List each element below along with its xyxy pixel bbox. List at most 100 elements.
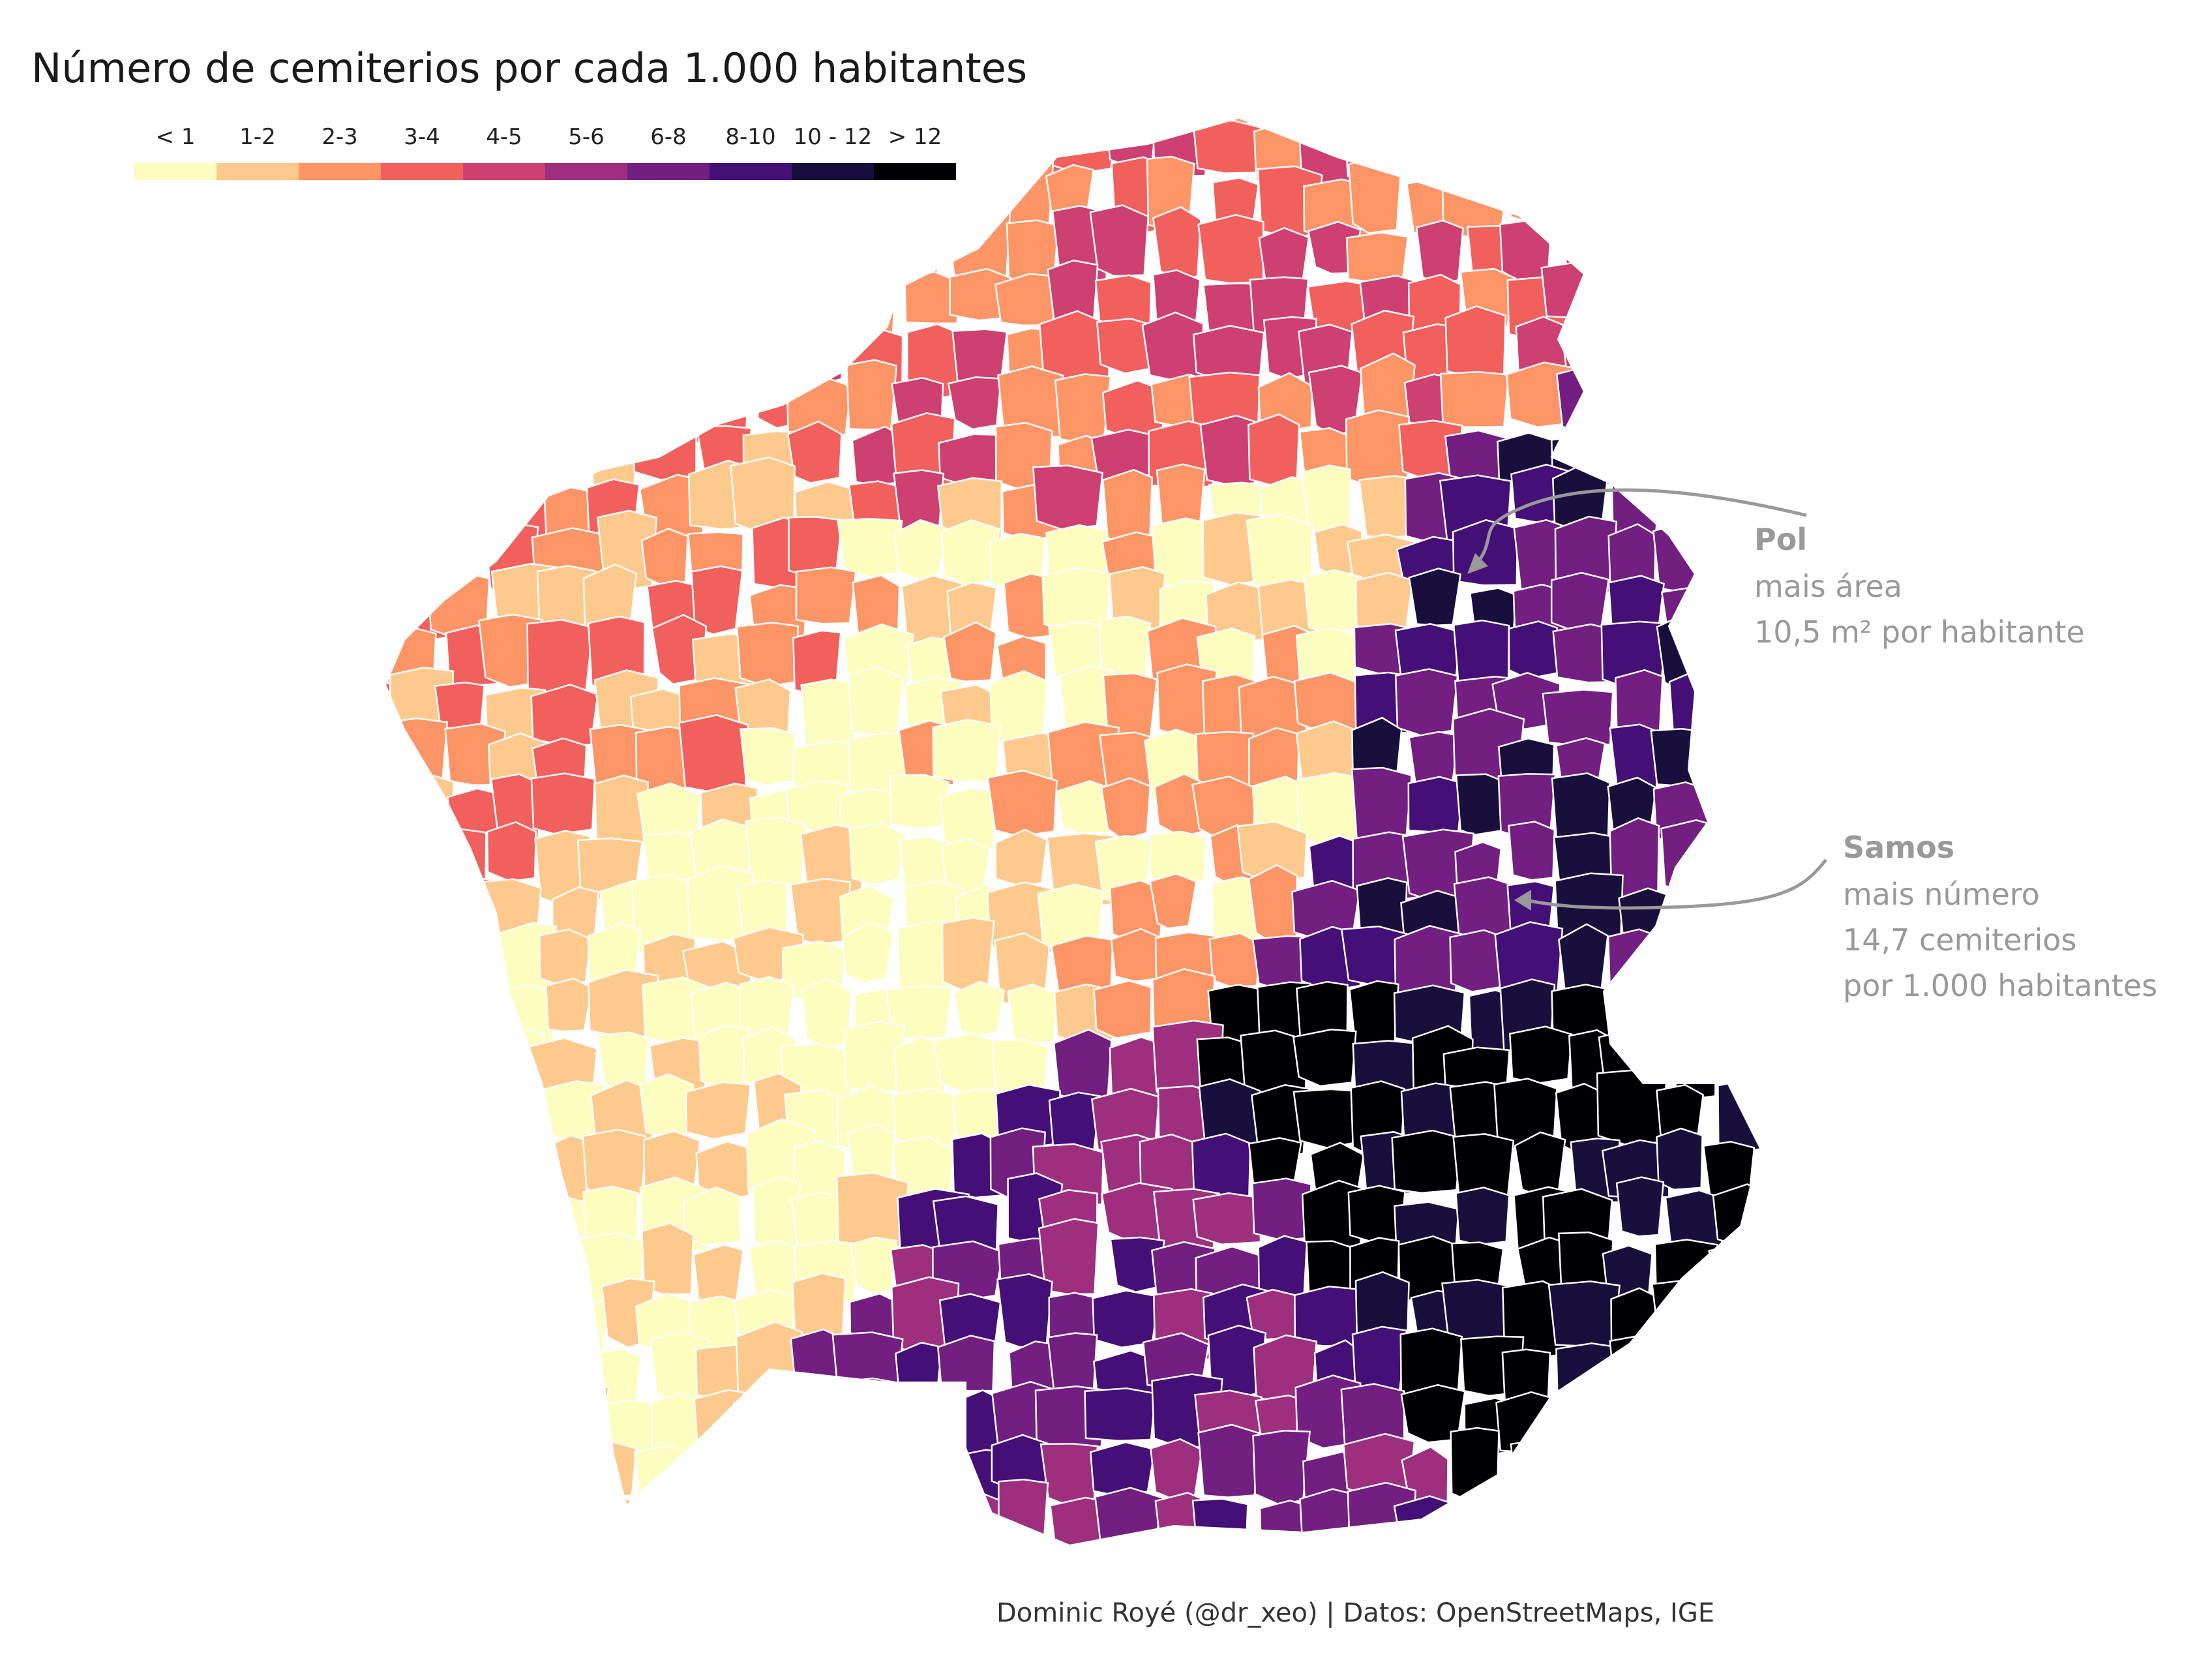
municipality (474, 117, 545, 138)
municipality (805, 163, 858, 218)
municipality (1609, 1543, 1677, 1546)
municipality (1093, 980, 1152, 1039)
municipality (790, 270, 859, 341)
municipality (385, 1478, 457, 1546)
municipality (543, 1326, 605, 1399)
municipality (433, 927, 488, 984)
municipality (385, 277, 393, 329)
municipality (534, 372, 597, 432)
municipality (1415, 219, 1464, 286)
municipality (1601, 1389, 1657, 1452)
municipality (1510, 1438, 1577, 1509)
samos-annotation-arrow (1525, 858, 1827, 910)
municipality (1717, 117, 1761, 172)
municipality (385, 120, 434, 177)
municipality (753, 117, 809, 179)
municipality (904, 166, 955, 238)
municipality (385, 1074, 401, 1139)
municipality (1054, 373, 1112, 444)
legend-swatch (874, 163, 956, 180)
municipality (385, 1342, 398, 1408)
municipality (1394, 668, 1459, 737)
municipality (1289, 1551, 1358, 1605)
municipality (386, 771, 455, 833)
municipality (1110, 928, 1164, 982)
municipality (947, 376, 1002, 431)
municipality (493, 1329, 545, 1402)
municipality (1540, 260, 1614, 319)
municipality (385, 560, 389, 631)
municipality (1094, 1534, 1146, 1546)
municipality (1655, 985, 1711, 1066)
legend-labels: < 1 1-2 2-3 3-4 4-5 5-6 6-8 8-10 10 - 12 > 12 (134, 124, 956, 157)
legend-swatch (792, 163, 874, 180)
municipality (1551, 1499, 1606, 1546)
municipality (590, 1536, 653, 1546)
legend-swatch (134, 163, 217, 180)
municipality (1650, 728, 1711, 787)
municipality (831, 1331, 904, 1404)
municipality (1714, 943, 1761, 1003)
municipality (678, 714, 749, 793)
municipality (1450, 1427, 1500, 1503)
municipality (478, 1135, 539, 1200)
municipality (631, 117, 698, 130)
municipality (438, 1184, 499, 1237)
municipality (1345, 232, 1409, 284)
municipality (385, 1374, 445, 1449)
municipality (385, 1288, 391, 1366)
municipality (946, 203, 1011, 278)
municipality (833, 1493, 900, 1546)
municipality (538, 1377, 610, 1449)
municipality (904, 271, 963, 325)
municipality (640, 528, 689, 587)
municipality (1665, 892, 1716, 948)
municipality (1495, 1391, 1565, 1453)
municipality (1600, 219, 1671, 295)
municipality (385, 229, 442, 285)
municipality (685, 1081, 752, 1140)
municipality (1094, 1487, 1164, 1546)
municipality (1150, 1438, 1203, 1500)
municipality (1547, 1280, 1621, 1347)
legend-label: 3-4 (404, 124, 440, 150)
municipality (741, 117, 790, 123)
municipality (1448, 117, 1520, 181)
municipality (629, 423, 697, 481)
municipality (704, 274, 753, 340)
municipality (1508, 1025, 1573, 1085)
municipality (545, 977, 593, 1033)
municipality (1053, 1542, 1121, 1546)
legend-label: 2-3 (321, 124, 358, 150)
municipality (1403, 117, 1473, 138)
municipality (846, 359, 898, 431)
municipality (899, 1390, 966, 1464)
municipality (1508, 620, 1558, 680)
municipality (1149, 873, 1197, 930)
municipality (1607, 117, 1659, 141)
municipality (848, 162, 918, 239)
municipality (1612, 973, 1676, 1038)
municipality (1102, 468, 1154, 543)
municipality (1660, 117, 1717, 134)
municipality (894, 1438, 967, 1499)
municipality (1455, 1187, 1510, 1246)
samos-annotation-line: mais número (1843, 877, 2040, 912)
municipality (735, 1321, 803, 1404)
municipality (837, 117, 909, 136)
municipality (786, 210, 845, 292)
municipality (630, 323, 698, 377)
municipality (1717, 790, 1761, 850)
municipality (443, 1338, 508, 1409)
municipality (638, 1073, 695, 1138)
municipality (1391, 1129, 1462, 1194)
municipality (573, 117, 647, 170)
municipality (1007, 983, 1057, 1045)
municipality (1351, 1543, 1407, 1546)
municipality (895, 1341, 943, 1411)
municipality (1652, 279, 1703, 337)
municipality (1092, 1290, 1159, 1349)
municipality (1408, 567, 1462, 627)
municipality (1560, 164, 1617, 237)
municipality (941, 916, 995, 993)
